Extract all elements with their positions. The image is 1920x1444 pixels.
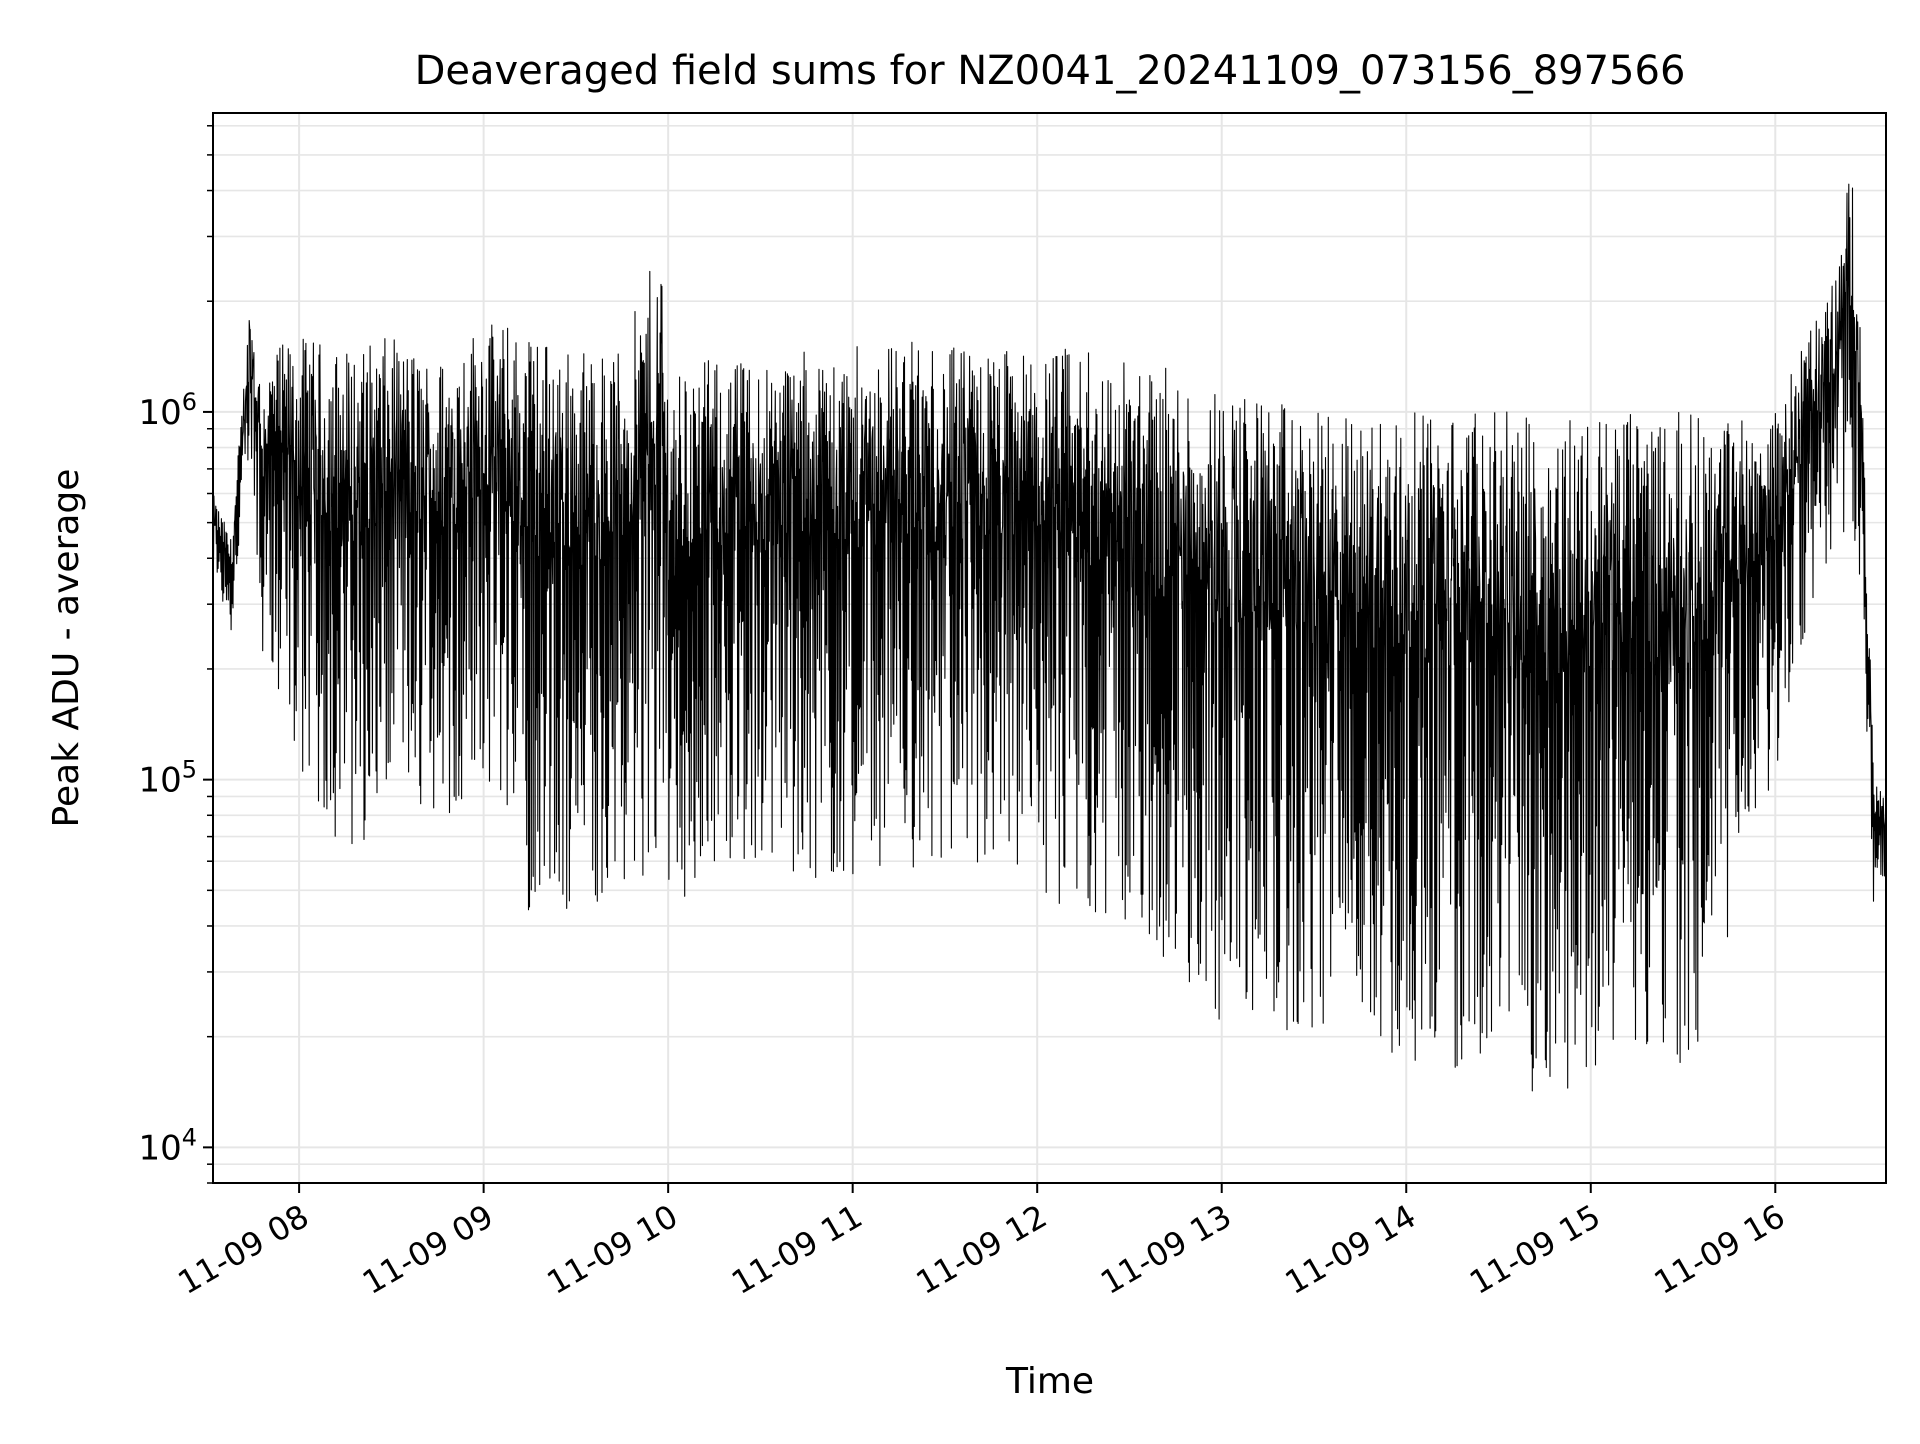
plot-frame [212,112,1887,1184]
y-tick-label: 105 [138,756,197,801]
chart-title: Deaveraged field sums for NZ0041_2024110… [415,48,1686,94]
y-tick-label: 104 [138,1123,197,1168]
y-axis-label: Peak ADU - average [46,469,87,828]
series-group [212,183,1887,1092]
series-line [212,183,1887,1092]
y-axis-ticks: 104 105 106 [138,125,213,1184]
y-tick-label: 106 [138,388,197,433]
x-axis-label: Time [1005,1361,1094,1402]
